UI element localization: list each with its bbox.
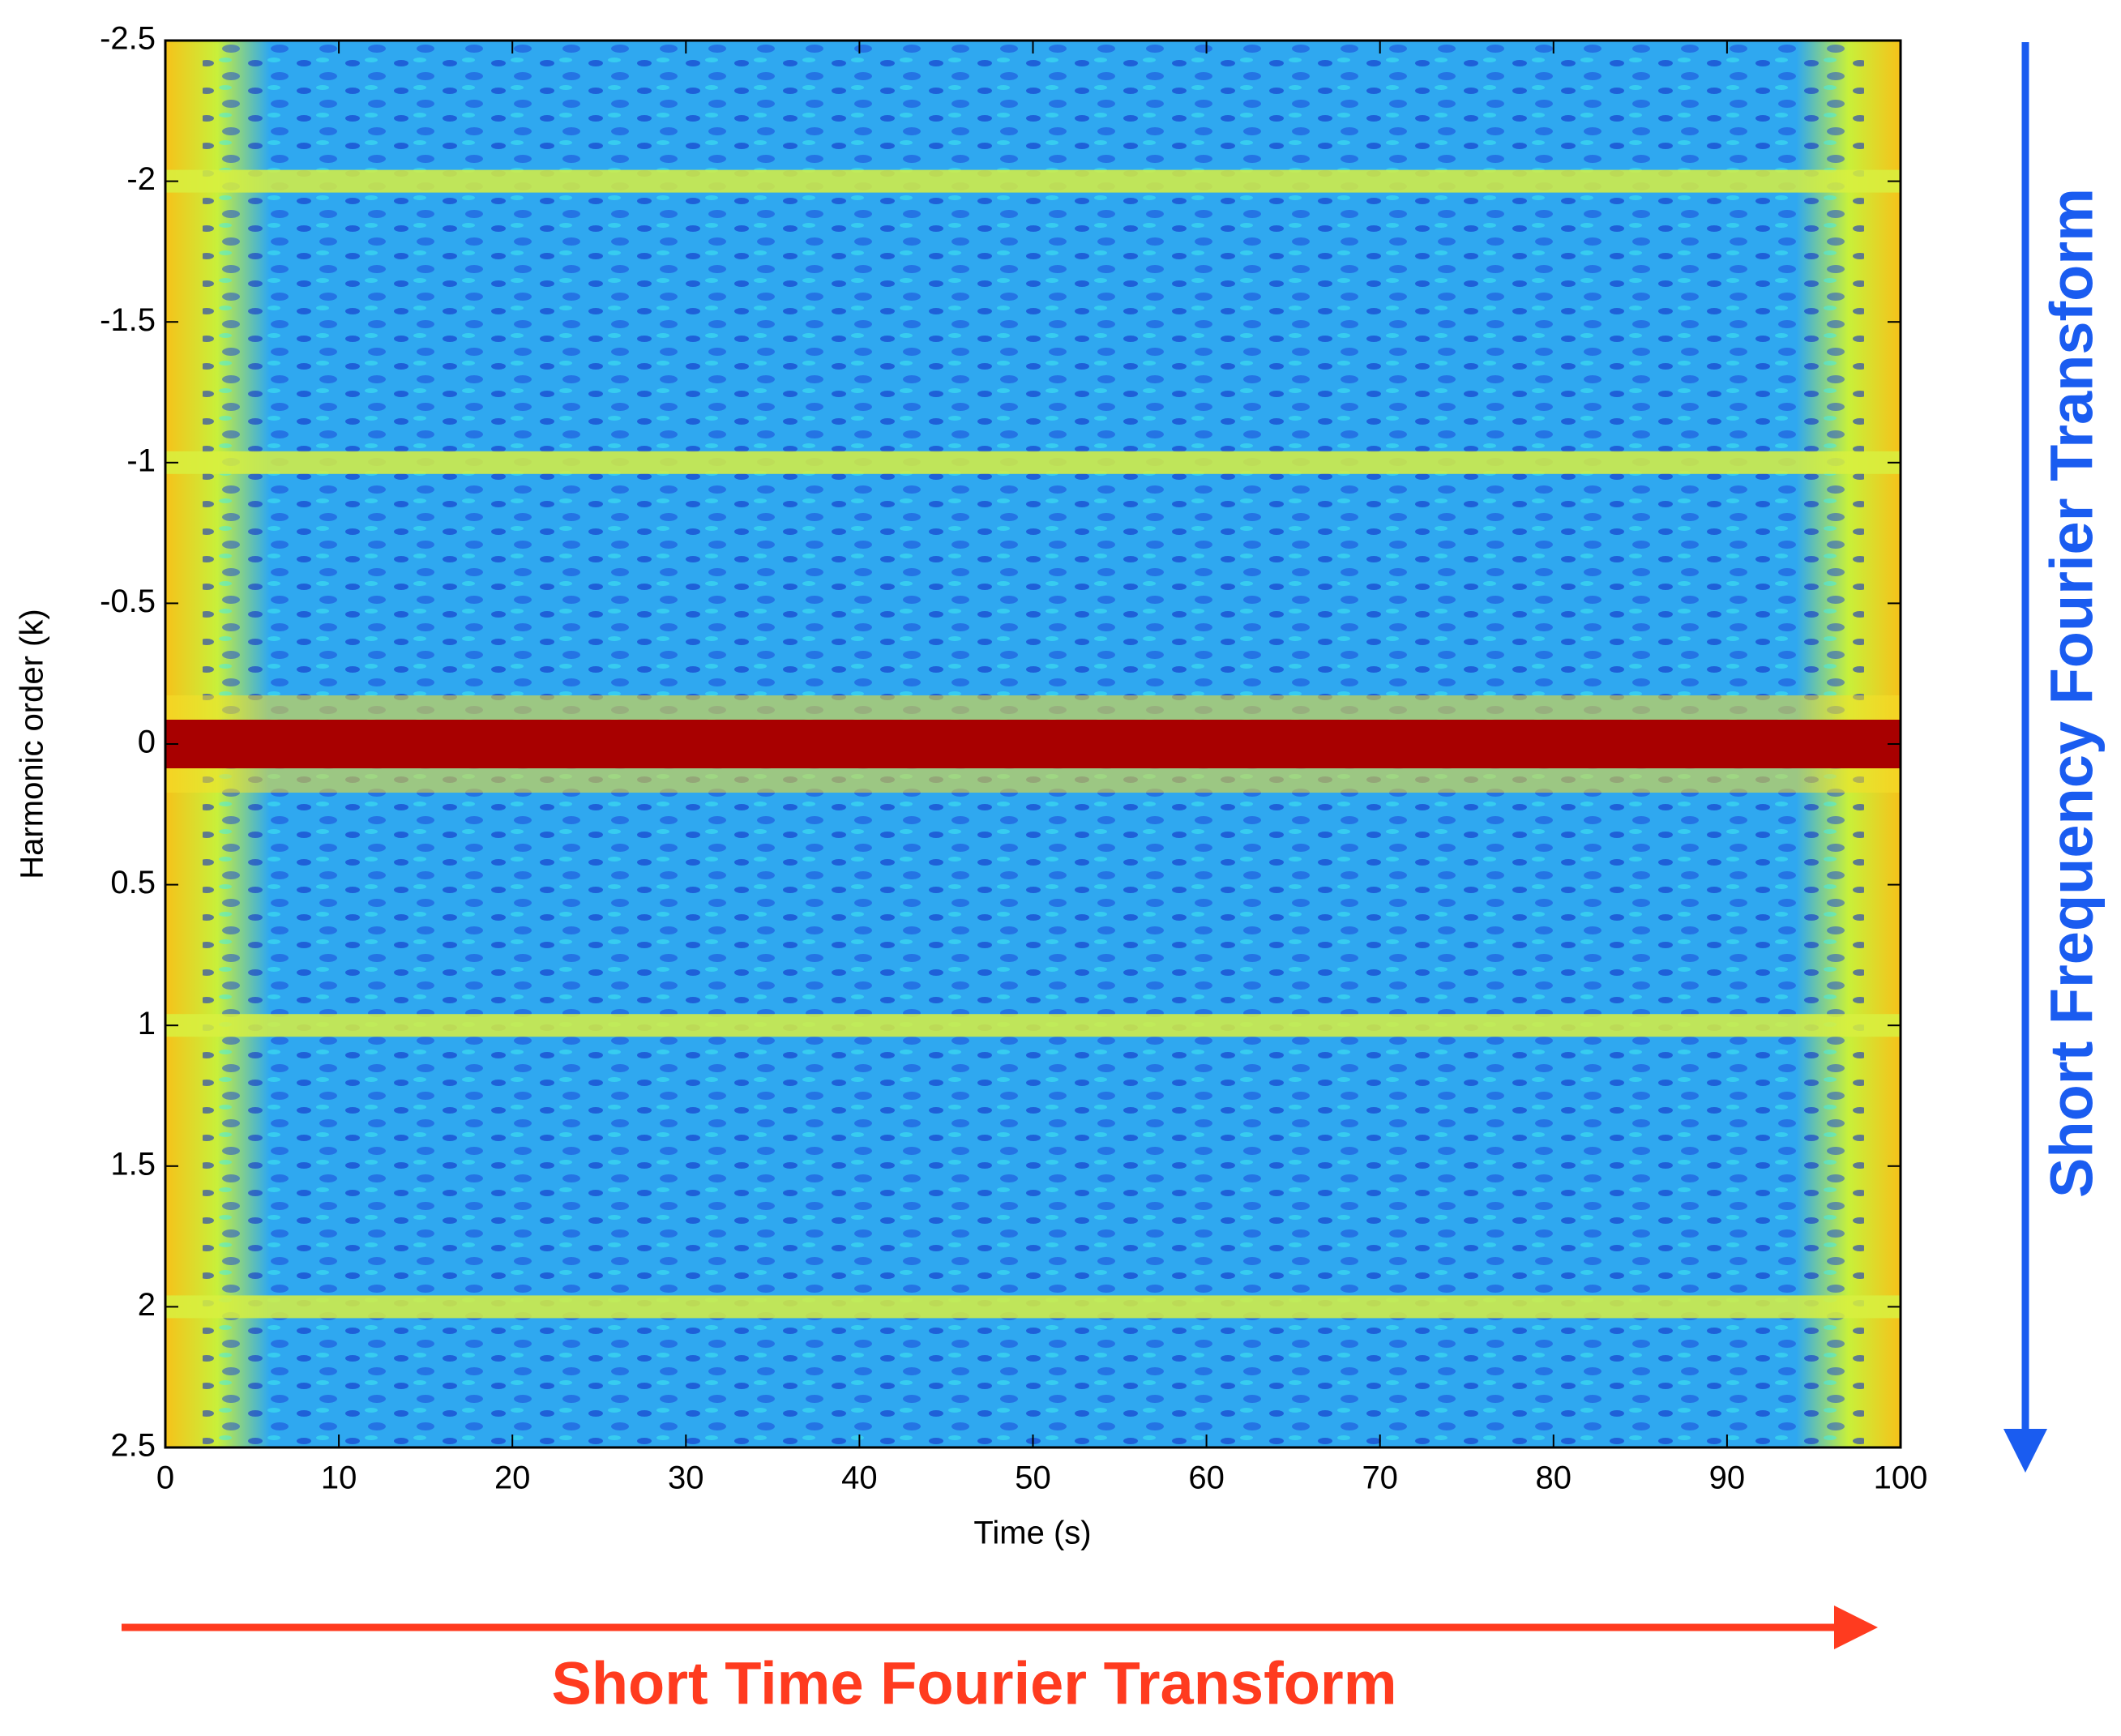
- y-tick-label: -1: [126, 443, 156, 478]
- band: [165, 169, 1901, 193]
- y-tick-label: 1: [138, 1006, 156, 1041]
- x-tick-label: 0: [156, 1460, 174, 1496]
- y-tick-label: 2.5: [110, 1428, 156, 1464]
- y-tick-label: -1.5: [100, 302, 156, 338]
- band: [165, 451, 1901, 474]
- x-axis-label: Time (s): [973, 1516, 1091, 1551]
- y-tick-label: 0: [138, 725, 156, 760]
- time-transform-label: Short Time Fourier Transform: [551, 1650, 1396, 1717]
- x-tick-label: 10: [321, 1460, 357, 1496]
- y-tick-label: 1.5: [110, 1146, 156, 1182]
- y-tick-label: -2.5: [100, 21, 156, 57]
- heatmap-area: [165, 41, 1901, 1447]
- x-tick-label: 70: [1362, 1460, 1398, 1496]
- x-tick-label: 50: [1015, 1460, 1051, 1496]
- y-tick-label: 2: [138, 1287, 156, 1323]
- band: [165, 1295, 1901, 1319]
- x-tick-label: 60: [1188, 1460, 1225, 1496]
- x-tick-label: 80: [1536, 1460, 1572, 1496]
- x-tick-label: 20: [494, 1460, 531, 1496]
- frequency-transform-label: Short Frequency Fourier Transform: [2038, 188, 2106, 1198]
- x-tick-label: 100: [1874, 1460, 1928, 1496]
- y-axis-label: Harmonic order (k): [15, 609, 50, 879]
- y-tick-label: -0.5: [100, 584, 156, 619]
- x-tick-label: 90: [1709, 1460, 1746, 1496]
- x-tick-label: 30: [668, 1460, 704, 1496]
- y-tick-label: -2: [126, 161, 156, 197]
- y-tick-label: 0.5: [110, 865, 156, 900]
- band-core: [165, 720, 1901, 768]
- x-tick-label: 40: [841, 1460, 878, 1496]
- band: [165, 1014, 1901, 1037]
